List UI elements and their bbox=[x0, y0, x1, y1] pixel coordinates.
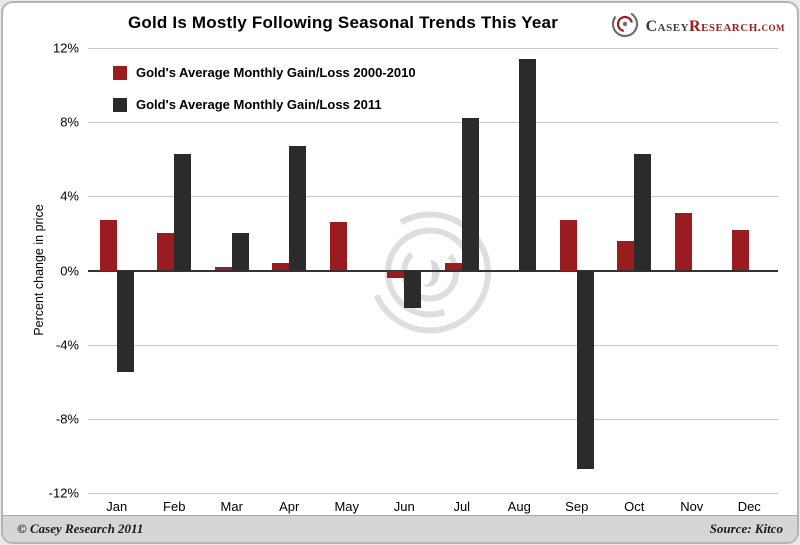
brand-primary-text: Casey bbox=[645, 17, 690, 35]
bar-mar-2011 bbox=[231, 233, 249, 271]
bar-jan-avg-2000-2010 bbox=[99, 220, 117, 271]
x-tick-label-mar: Mar bbox=[220, 499, 243, 514]
brand-secondary-text: Research bbox=[689, 17, 758, 35]
brand-logo: CaseyResearch.com bbox=[610, 9, 785, 44]
x-tick-label-apr: Apr bbox=[279, 499, 300, 514]
bar-may-avg-2000-2010 bbox=[329, 222, 347, 271]
gridline bbox=[88, 344, 778, 346]
legend-label-2011: Gold's Average Monthly Gain/Loss 2011 bbox=[136, 97, 382, 112]
x-tick-label-aug: Aug bbox=[507, 499, 531, 514]
bar-nov-avg-2000-2010 bbox=[674, 213, 692, 271]
brand-suffix-text: .com bbox=[757, 18, 785, 34]
bar-sep-avg-2000-2010 bbox=[559, 220, 577, 271]
bar-feb-avg-2000-2010 bbox=[157, 233, 175, 271]
plot-area bbox=[88, 48, 778, 494]
bar-sep-2011 bbox=[576, 270, 594, 469]
x-tick-label-nov: Nov bbox=[680, 499, 704, 514]
x-axis-ticks: Jan Feb Mar Apr May Jun Jul Aug Sep Oct Nov Dec bbox=[88, 499, 778, 517]
x-tick-label-may: May bbox=[334, 499, 360, 514]
y-axis-ticks: 12% 8% 4% 0% -4% -8% -12% bbox=[3, 41, 79, 501]
gridline bbox=[88, 493, 778, 494]
y-tick-label: -12% bbox=[48, 485, 79, 501]
source-text: Source: Kitco bbox=[709, 521, 783, 536]
legend-item-2011: Gold's Average Monthly Gain/Loss 2011 bbox=[113, 97, 416, 112]
chart-legend: Gold's Average Monthly Gain/Loss 2000-20… bbox=[113, 65, 416, 129]
gridline bbox=[88, 48, 778, 49]
zero-line bbox=[88, 269, 778, 272]
chart-title: Gold Is Mostly Following Seasonal Trends… bbox=[127, 13, 559, 32]
legend-swatch-black-icon bbox=[113, 97, 127, 112]
bar-jul-avg-2000-2010 bbox=[444, 263, 462, 271]
y-tick-label: 8% bbox=[60, 114, 79, 130]
bar-apr-2011 bbox=[289, 146, 307, 271]
y-tick-label: 12% bbox=[52, 40, 79, 56]
bar-jan-2011 bbox=[116, 270, 134, 373]
bar-mar-avg-2000-2010 bbox=[214, 266, 232, 271]
bar-jun-2011 bbox=[404, 270, 422, 308]
gridline bbox=[88, 418, 778, 420]
x-tick-label-jun: Jun bbox=[393, 499, 415, 514]
bar-oct-2011 bbox=[634, 153, 652, 271]
copyright-text: © Casey Research 2011 bbox=[17, 521, 144, 536]
x-tick-label-jul: Jul bbox=[453, 499, 471, 514]
gridline bbox=[88, 196, 778, 198]
legend-item-2000-2010: Gold's Average Monthly Gain/Loss 2000-20… bbox=[113, 65, 416, 80]
casey-research-logo-icon bbox=[610, 9, 640, 44]
y-tick-label: 4% bbox=[60, 188, 79, 204]
x-tick-label-feb: Feb bbox=[163, 499, 186, 514]
bar-jul-2011 bbox=[461, 118, 479, 271]
bar-dec-avg-2000-2010 bbox=[732, 229, 750, 271]
x-tick-label-dec: Dec bbox=[737, 499, 761, 514]
x-tick-label-oct: Oct bbox=[624, 499, 645, 514]
y-tick-label: 0% bbox=[60, 263, 79, 278]
legend-label-2000-2010: Gold's Average Monthly Gain/Loss 2000-20… bbox=[136, 65, 416, 80]
x-tick-label-sep: Sep bbox=[565, 499, 589, 514]
bar-apr-avg-2000-2010 bbox=[272, 263, 290, 271]
gridline bbox=[88, 122, 778, 124]
brand-logo-text: CaseyResearch.com bbox=[646, 18, 785, 36]
y-tick-label: -8% bbox=[55, 411, 79, 427]
bar-oct-avg-2000-2010 bbox=[617, 240, 635, 271]
watermark-logo bbox=[350, 208, 510, 343]
bar-feb-2011 bbox=[174, 153, 192, 271]
x-tick-label-jan: Jan bbox=[106, 499, 128, 514]
bar-jun-avg-2000-2010 bbox=[387, 270, 405, 278]
bar-aug-2011 bbox=[519, 59, 537, 271]
legend-swatch-red-icon bbox=[113, 65, 127, 80]
footer-bar: © Casey Research 2011 Source: Kitco bbox=[3, 515, 797, 542]
y-tick-label: -4% bbox=[55, 337, 79, 353]
